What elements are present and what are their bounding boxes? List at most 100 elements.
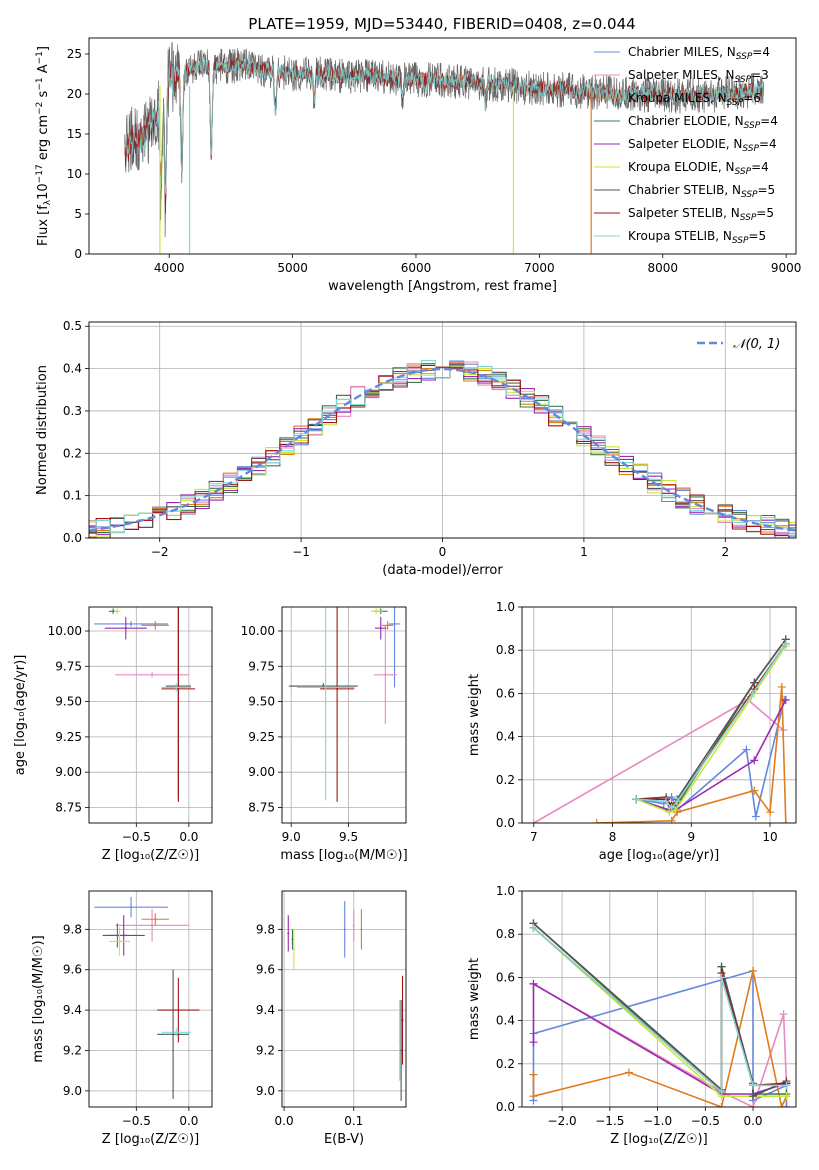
errorbar-chabrier-stelib [400, 1000, 403, 1101]
mass-weight-line-salpeter-elodie [635, 699, 787, 811]
data-point [151, 673, 154, 676]
mass-weight-marker [777, 1103, 786, 1107]
legend-label-salpeter-elodie: Salpeter ELODIE, NSSP=4 [628, 137, 777, 154]
mass-weight-line-chabrier-stelib [636, 638, 787, 808]
y-tick-label: 0.0 [496, 1100, 515, 1114]
x-tick-label: 6000 [401, 261, 432, 275]
errorbar-kroupa-miles [141, 913, 169, 926]
x-tick-label: 0.1 [344, 1114, 363, 1128]
data-point [384, 673, 387, 676]
mass-weight-marker [529, 1070, 538, 1079]
x-tick-label: 0.0 [179, 830, 198, 844]
errorbar-kroupa-elodie [370, 608, 382, 615]
mass-weight-marker [529, 1038, 538, 1047]
x-tick-label: 9.0 [282, 830, 301, 844]
x-tick-label: 8000 [647, 261, 678, 275]
y-axis-label: mass weight [467, 958, 482, 1040]
x-tick-label: 0.0 [275, 1114, 294, 1128]
y-tick-label: 0.2 [63, 446, 82, 460]
mass-weight-marker [749, 966, 758, 975]
x-tick-label: −1 [292, 545, 310, 559]
data-point [130, 906, 133, 909]
mass-weight-marker [592, 819, 601, 823]
y-tick-label: 10 [67, 167, 82, 181]
errorbar-salpeter-stelib [157, 977, 200, 1043]
plot-area-massweight_vs_age [529, 635, 790, 823]
errorbar-chabrier-stelib [288, 683, 358, 689]
mass-weight-marker [662, 797, 671, 806]
mass-weight-line-kroupa-elodie [532, 927, 787, 1097]
mass-weight-marker [717, 1087, 726, 1096]
panel-mass_vs_Z: −0.5 0.0 9.0 9.2 9.4 9.6 9.8 Z [log₁₀(Z/Z☉)] mas… [31, 890, 213, 1147]
y-tick-label: 9.75 [55, 659, 82, 673]
data-point [154, 918, 157, 921]
data-point [112, 610, 115, 613]
x-tick-label: 0.0 [179, 1114, 198, 1128]
mass-weight-marker [750, 756, 759, 765]
mass-weight-marker [529, 979, 538, 988]
mass-weight-marker [673, 797, 682, 806]
y-tick-label: 9.8 [63, 922, 82, 936]
axes-frame [88, 606, 213, 824]
errorbar-chabrier-elodie [291, 929, 294, 950]
mass-weight-marker [667, 816, 676, 823]
y-axis-label: Flux [fλ10−17 erg cm−2 s−1 A−1] [35, 46, 53, 246]
x-axis-label: (data-model)/error [382, 563, 503, 578]
y-tick-label: 9.6 [63, 963, 82, 977]
legend-label-salpeter-stelib: Salpeter STELIB, NSSP=5 [628, 206, 774, 223]
mass-weight-marker [749, 1103, 758, 1107]
mass-weight-marker [749, 1081, 758, 1090]
x-tick-label: −0.5 [691, 1114, 720, 1128]
mass-weight-line-salpeter-miles [533, 983, 788, 1107]
legend-label-chabrier-miles: Chabrier MILES, NSSP=4 [628, 45, 770, 62]
axes-frame [88, 37, 797, 255]
y-tick-label: 9.4 [256, 1003, 275, 1017]
mass-weight-marker [766, 808, 775, 817]
mass-weight-marker [781, 695, 790, 704]
data-point [130, 622, 133, 625]
y-tick-label: 9.50 [55, 695, 82, 709]
data-point [322, 685, 325, 688]
x-tick-label: −2 [151, 545, 169, 559]
panel-age_vs_Z: −0.5 0.0 8.75 9.00 9.25 9.50 9.75 10.00 Z [log₁₀… [13, 606, 213, 863]
y-tick-label: 9.4 [63, 1003, 82, 1017]
x-tick-label: −0.5 [122, 830, 151, 844]
y-tick-label: 0 [74, 247, 82, 261]
y-tick-label: 10.00 [48, 624, 82, 638]
plot-area-spectrum [124, 41, 765, 254]
mass-weight-marker [750, 786, 759, 795]
x-tick-label: −1.0 [643, 1114, 672, 1128]
y-tick-label: 9.2 [63, 1043, 82, 1057]
x-tick-label: 10 [762, 830, 777, 844]
data-point [379, 627, 382, 630]
x-tick-label: −2.0 [548, 1114, 577, 1128]
data-point [172, 1033, 175, 1036]
y-tick-label: 9.0 [63, 1084, 82, 1098]
errorbar-kroupa-elodie [114, 608, 121, 615]
mass-weight-marker [529, 1092, 538, 1101]
data-point [177, 687, 180, 690]
y-tick-label: 9.50 [248, 695, 275, 709]
mass-weight-marker [751, 812, 760, 821]
errorbar-salpeter-stelib [401, 975, 404, 1065]
x-tick-label: 9.5 [339, 830, 358, 844]
y-tick-label: 9.6 [256, 963, 275, 977]
errorbar-chabrier-miles [388, 607, 401, 688]
x-tick-label: 2 [721, 545, 729, 559]
data-point [116, 610, 119, 613]
y-tick-label: 1.0 [496, 600, 515, 614]
y-tick-label: 8.75 [248, 800, 275, 814]
x-tick-label: 8 [609, 830, 617, 844]
x-axis-label: Z [log₁₀(Z/Z☉)] [610, 1132, 707, 1147]
x-axis-label: wavelength [Angstrom, rest frame] [328, 279, 557, 294]
panel-age_vs_mass: 9.0 9.5 8.75 9.00 9.25 9.50 9.75 10.00 mass [log… [241, 606, 408, 863]
plot-area-age_vs_Z [94, 607, 196, 802]
mass-weight-marker [777, 682, 786, 691]
mass-weight-marker [782, 1092, 791, 1101]
panel-massweight_vs_age: 7 8 9 10 0.0 0.2 0.4 0.6 0.8 1.0 age [log₁₀(age/yr… [467, 600, 797, 863]
y-tick-label: 15 [67, 127, 82, 141]
axes-frame [88, 321, 797, 539]
panel-massweight_vs_Z: −2.0 −1.5 −1.0 −0.5 0.0 0.0 0.2 0.4 0.6 0.8 1.0 Z [… [467, 884, 797, 1147]
y-axis-label: mass weight [467, 674, 482, 756]
y-tick-label: 0.2 [496, 1057, 515, 1071]
